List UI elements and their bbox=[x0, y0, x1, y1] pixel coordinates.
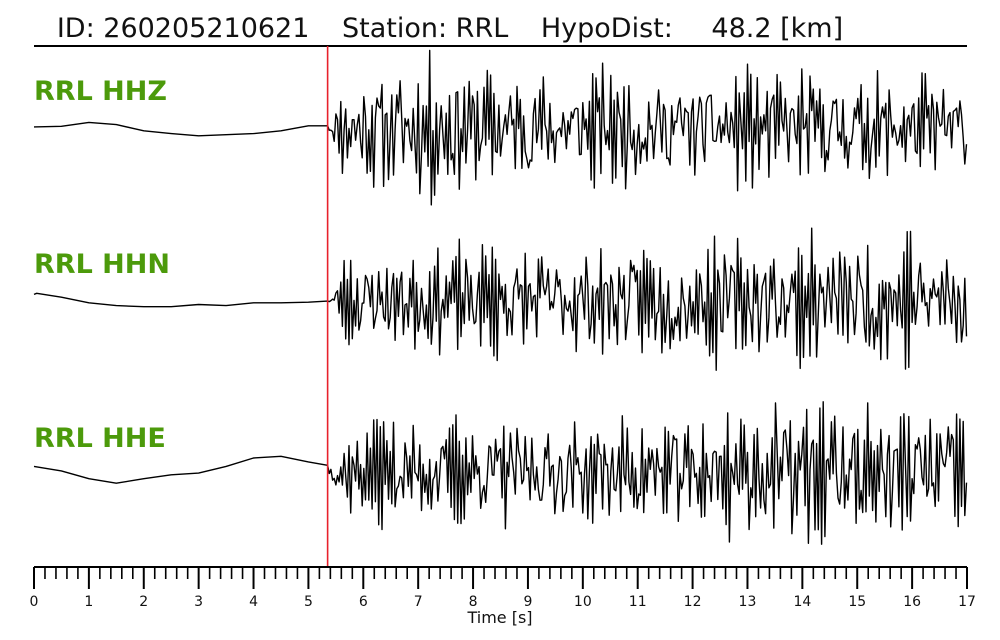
tick-label: 8 bbox=[469, 594, 478, 610]
trace-hhz bbox=[33, 49, 968, 206]
tick-label: 2 bbox=[139, 594, 148, 610]
time-axis-ticks bbox=[33, 567, 968, 589]
tick-label: 17 bbox=[958, 594, 976, 610]
tick-label: 7 bbox=[414, 594, 423, 610]
tick-label: 0 bbox=[30, 594, 39, 610]
tick-label: 3 bbox=[194, 594, 203, 610]
tick-label: 16 bbox=[903, 594, 921, 610]
tick-label: 13 bbox=[739, 594, 757, 610]
hypodist-value: 48.2 [km] bbox=[711, 13, 843, 44]
trace-hhn bbox=[33, 227, 968, 371]
trace-hhe bbox=[33, 401, 968, 545]
time-axis-tick-labels: 0 1 2 3 4 5 6 7 8 9 10 11 12 13 14 15 16 17 bbox=[30, 594, 976, 610]
x-axis-label: Time [s] bbox=[466, 608, 532, 627]
tick-label: 5 bbox=[304, 594, 313, 610]
chart-title: ID: 260205210621 Station: RRL HypoDist: … bbox=[57, 13, 843, 44]
channel-label-hhn: RRL HHN bbox=[34, 249, 170, 280]
hypodist-label: HypoDist: bbox=[541, 13, 673, 44]
tick-label: 12 bbox=[684, 594, 702, 610]
tick-label: 9 bbox=[523, 594, 532, 610]
tick-label: 11 bbox=[629, 594, 647, 610]
channel-label-hhe: RRL HHE bbox=[34, 423, 166, 454]
event-id: ID: 260205210621 bbox=[57, 13, 310, 44]
tick-label: 14 bbox=[793, 594, 811, 610]
tick-label: 10 bbox=[574, 594, 592, 610]
station-name: Station: RRL bbox=[342, 13, 508, 44]
tick-label: 15 bbox=[848, 594, 866, 610]
channel-label-hhz: RRL HHZ bbox=[34, 76, 167, 107]
tick-label: 4 bbox=[249, 594, 258, 610]
tick-label: 6 bbox=[359, 594, 368, 610]
tick-label: 1 bbox=[84, 594, 93, 610]
